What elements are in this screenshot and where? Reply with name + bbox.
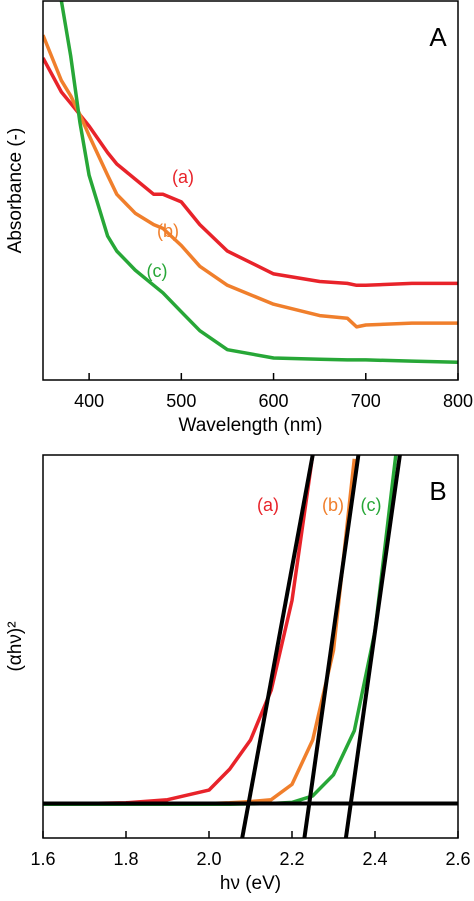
- x-axis-label: Wavelength (nm): [179, 415, 323, 436]
- curve: [43, 34, 458, 329]
- panel-label: B: [429, 476, 446, 506]
- series-label: (c): [147, 261, 168, 281]
- x-axis-label: hν (eV): [220, 873, 281, 894]
- x-tick-label: 600: [259, 391, 289, 411]
- series-label: (b): [157, 221, 179, 241]
- x-tick-label: 1.6: [30, 849, 55, 869]
- plot-frame: [42, 0, 459, 381]
- series-label: (a): [257, 495, 279, 515]
- x-tick-label: 800: [443, 391, 473, 411]
- curve: [43, 458, 357, 807]
- plot-frame: [42, 454, 459, 839]
- curve: [59, 1, 458, 364]
- series-label: (b): [322, 495, 344, 515]
- x-tick-label: 400: [74, 391, 104, 411]
- fit-line: [302, 455, 361, 838]
- panel-label: A: [429, 22, 447, 52]
- x-tick-label: 2.6: [445, 849, 470, 869]
- series-label: (c): [361, 495, 382, 515]
- series-label: (a): [172, 167, 194, 187]
- x-tick-label: 700: [351, 391, 381, 411]
- x-tick-label: 1.8: [113, 849, 138, 869]
- fit-line: [343, 455, 402, 838]
- x-tick-label: 2.0: [196, 849, 221, 869]
- y-axis-label: (αhν)²: [5, 621, 26, 671]
- x-tick-label: 2.4: [362, 849, 387, 869]
- fit-line: [240, 455, 315, 838]
- x-tick-label: 500: [166, 391, 196, 411]
- x-tick-label: 2.2: [279, 849, 304, 869]
- y-axis-label: Absorbance (-): [5, 128, 26, 254]
